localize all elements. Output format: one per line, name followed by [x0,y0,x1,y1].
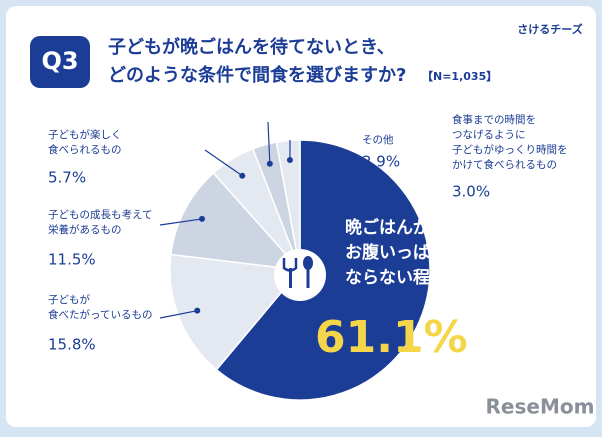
category-label: 栄養があるもの [48,223,122,236]
category-label: 子どもが [48,293,90,306]
value-label: 3.0% [452,183,490,201]
value-label: 11.5% [48,251,96,269]
chart-title: どのような条件で間食を選びますか? [108,64,406,86]
category-label: かけて食べられるもの [452,158,557,171]
value-label: 15.8% [48,336,96,354]
category-label: 子どもが楽しく [48,128,122,141]
category-label: 食事までの時間を [452,113,536,126]
category-label: 食べられるもの [48,143,122,156]
category-label: 食べたがっているもの [48,308,152,321]
category-label: ならない程度の量のもの [345,267,532,288]
value-label: 5.7% [48,169,86,187]
leader-dot [194,308,200,314]
leader-dot [267,161,273,167]
value-label: 61.1% [315,312,468,363]
chart-title: 子どもが晩ごはんを待てないとき、 [108,36,395,58]
chart-subtitle: 【N=1,035】 [422,70,497,83]
leader-dot [239,173,245,179]
category-label: お腹いっぱいに [345,242,464,263]
category-label: その他 [362,133,394,146]
category-label: 子どもがゆっくり時間を [452,143,568,156]
category-label: つなげるように [452,129,526,141]
logo: さけるチーズ [517,22,582,36]
category-label: 晩ごはんがあるので [345,217,498,238]
value-label: 2.9% [362,153,400,171]
cutlery-icon [274,249,326,301]
badge: Q3 [41,47,78,75]
leader-dot [199,216,205,222]
watermark: ReseMom [486,395,595,419]
leader-dot [287,157,293,163]
category-label: 子どもの成長も考えて [48,209,152,221]
